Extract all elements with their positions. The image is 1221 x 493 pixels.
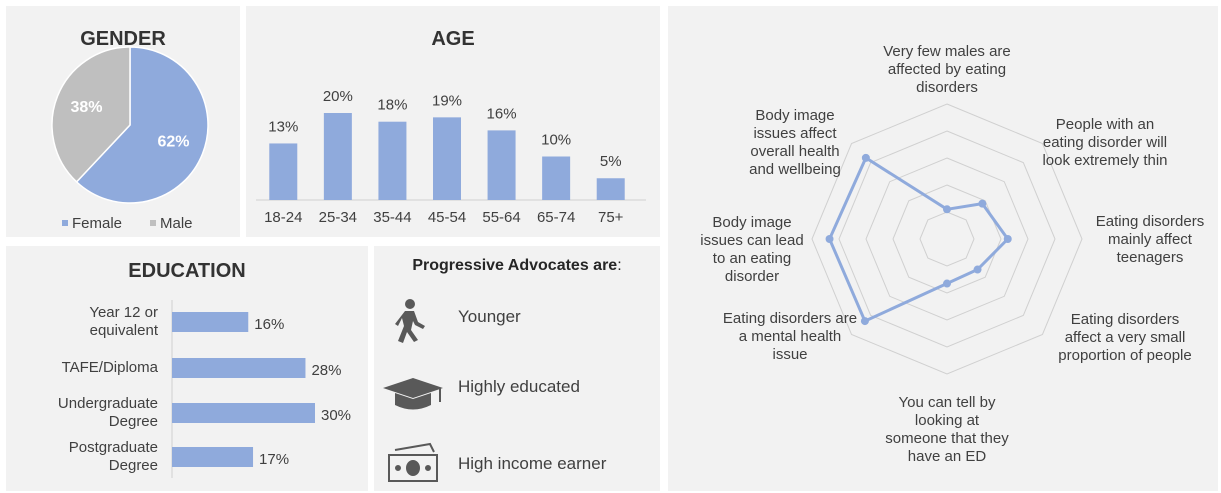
advocates-title: Progressive Advocates are: <box>374 257 660 275</box>
legend-swatch <box>150 220 156 226</box>
pie-label: 38% <box>70 99 102 116</box>
grid-ring <box>919 211 975 267</box>
chart-title: GENDER <box>80 28 166 50</box>
category-label: Year 12 or equivalent <box>89 304 158 339</box>
axis-label: You can tell by looking at someone that … <box>885 394 1009 465</box>
value-label: 16% <box>487 105 517 122</box>
advocate-item: High income earner <box>458 454 607 473</box>
walker-icon <box>395 299 425 343</box>
x-tick-label: 25-34 <box>319 209 357 226</box>
bar <box>323 113 352 200</box>
graduation-icon <box>383 378 443 410</box>
axis-label: Eating disorders affect a very small pro… <box>1058 311 1192 364</box>
money-icon <box>388 442 438 482</box>
advocates-title-text: Progressive Advocates are <box>412 257 618 274</box>
advocate-item: Highly educated <box>458 377 580 396</box>
legend-label: Female <box>72 215 122 232</box>
value-label: 19% <box>432 92 462 109</box>
pie-label: 62% <box>157 133 189 150</box>
axis-label: Eating disorders mainly affect teenagers <box>1095 213 1205 266</box>
bar <box>542 156 571 200</box>
chart-title: AGE <box>431 28 475 50</box>
radar-point <box>978 199 987 208</box>
axis-label: Eating disorders are a mental health iss… <box>722 310 858 363</box>
pie-slice <box>51 46 131 183</box>
radar-line <box>827 155 1010 324</box>
advocates-panel <box>374 246 660 491</box>
bar <box>172 447 254 467</box>
x-tick-label: 35-44 <box>373 209 411 226</box>
value-label: 18% <box>377 97 407 114</box>
bar <box>378 121 407 200</box>
advocate-item: Younger <box>458 307 521 326</box>
category-label: Undergraduate Degree <box>57 395 158 430</box>
grid-ring <box>811 103 1083 375</box>
axis-label: People with an eating disorder will look… <box>1042 116 1168 169</box>
axis-label: Very few males are affected by eating di… <box>883 43 1011 96</box>
radar-point <box>861 153 870 162</box>
x-tick-label: 55-64 <box>482 209 520 226</box>
value-label: 13% <box>268 118 298 135</box>
value-label: 30% <box>321 407 351 424</box>
bar <box>172 403 315 423</box>
radar-point <box>1003 235 1012 243</box>
grid-ring <box>838 130 1056 348</box>
chart-title: EDUCATION <box>128 260 246 282</box>
axis-label: Body image issues affect overall health … <box>749 107 841 178</box>
advocates-colon: : <box>617 257 622 274</box>
value-label: 10% <box>541 131 571 148</box>
value-label: 20% <box>323 88 353 105</box>
radar-panel <box>668 6 1218 491</box>
radar-point <box>860 317 869 326</box>
x-tick-label: 45-54 <box>428 209 466 226</box>
bar <box>596 178 625 200</box>
value-label: 16% <box>254 316 284 333</box>
bar <box>172 312 249 332</box>
grid-ring <box>865 157 1029 321</box>
category-label: TAFE/Diploma <box>61 359 158 376</box>
radar-point <box>825 235 834 243</box>
legend-label: Male <box>160 215 193 232</box>
pie-slice <box>75 46 209 204</box>
value-label: 17% <box>259 451 289 468</box>
x-tick-label: 65-74 <box>537 209 575 226</box>
bar <box>433 117 461 200</box>
bar <box>172 358 306 378</box>
bar <box>487 130 516 200</box>
bar <box>269 143 298 200</box>
value-label: 5% <box>600 153 622 170</box>
x-tick-label: 75+ <box>598 209 624 226</box>
radar-point <box>943 205 951 214</box>
x-tick-label: 18-24 <box>264 209 302 226</box>
radar-point <box>943 279 951 288</box>
axis-label: Body image issues can lead to an eating … <box>700 214 804 285</box>
legend-swatch <box>62 220 68 226</box>
category-label: Postgraduate Degree <box>68 439 158 474</box>
value-label: 28% <box>311 362 341 379</box>
radar-point <box>973 265 982 274</box>
